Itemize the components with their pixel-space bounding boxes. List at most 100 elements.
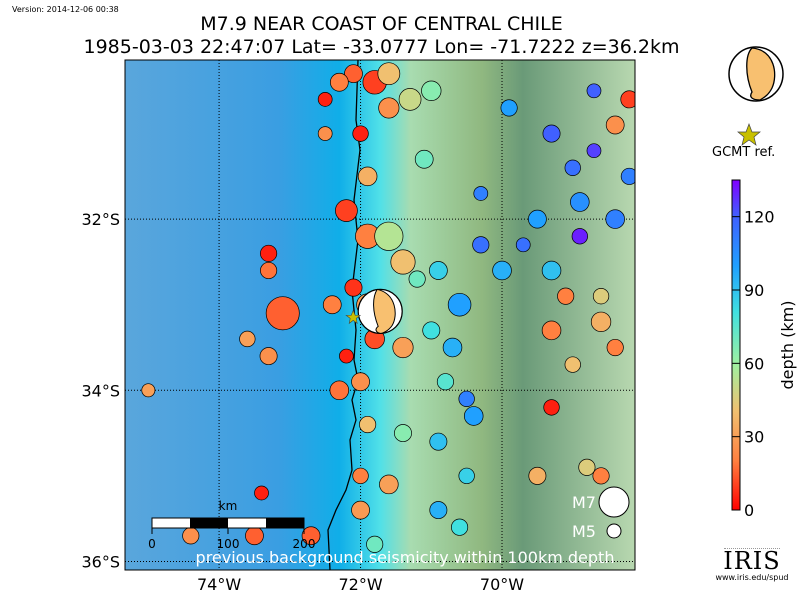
earthquake-marker[interactable] bbox=[394, 424, 412, 443]
earthquake-marker[interactable] bbox=[590, 311, 612, 332]
earthquake-marker[interactable] bbox=[592, 467, 610, 485]
earthquake-marker[interactable] bbox=[586, 143, 602, 159]
earthquake-marker[interactable] bbox=[541, 260, 562, 281]
earthquake-marker[interactable] bbox=[528, 209, 547, 229]
gcmt-star-icon bbox=[737, 123, 761, 146]
earthquake-marker[interactable] bbox=[605, 209, 625, 229]
earthquake-marker[interactable] bbox=[344, 64, 363, 84]
earthquake-marker[interactable] bbox=[329, 72, 349, 92]
earthquake-marker[interactable] bbox=[357, 166, 378, 187]
earthquake-marker[interactable] bbox=[571, 228, 588, 245]
earthquake-marker[interactable] bbox=[463, 406, 484, 426]
iris-logo[interactable]: IRIS www.iris.edu/spud bbox=[712, 540, 792, 582]
earthquake-marker[interactable] bbox=[458, 467, 475, 485]
earthquake-marker[interactable] bbox=[317, 126, 333, 141]
earthquake-marker[interactable] bbox=[606, 338, 624, 357]
earthquake-marker[interactable] bbox=[339, 348, 354, 364]
lat-tick-label: 36°S bbox=[81, 552, 120, 571]
earthquake-marker[interactable] bbox=[239, 330, 256, 348]
earthquake-marker[interactable] bbox=[379, 474, 399, 495]
earthquake-marker[interactable] bbox=[366, 535, 384, 553]
earthquake-marker[interactable] bbox=[429, 432, 448, 451]
beachball-compression bbox=[373, 288, 396, 334]
scale-unit: km bbox=[219, 499, 238, 513]
earthquake-marker[interactable] bbox=[578, 458, 596, 476]
earthquake-marker[interactable] bbox=[564, 159, 581, 176]
earthquake-marker[interactable] bbox=[351, 500, 370, 520]
lat-tick-label: 32°S bbox=[81, 210, 120, 229]
earthquake-marker[interactable] bbox=[429, 261, 448, 280]
earthquake-marker[interactable] bbox=[182, 527, 200, 545]
mainshock-beachball[interactable] bbox=[345, 288, 403, 334]
earthquake-marker[interactable] bbox=[447, 292, 472, 317]
earthquake-marker[interactable] bbox=[586, 83, 602, 99]
earthquake-marker[interactable] bbox=[541, 320, 562, 341]
earthquake-marker[interactable] bbox=[564, 356, 581, 373]
earthquake-marker[interactable] bbox=[398, 88, 422, 111]
earthquake-marker[interactable] bbox=[422, 321, 441, 340]
earthquake-marker[interactable] bbox=[352, 467, 369, 485]
gcmt-star-icon bbox=[345, 309, 362, 325]
earthquake-marker[interactable] bbox=[245, 526, 264, 546]
seismicity-layer bbox=[141, 62, 638, 553]
iris-url: www.iris.edu/spud bbox=[715, 573, 789, 582]
earthquake-marker[interactable] bbox=[429, 501, 448, 520]
earthquake-marker[interactable] bbox=[390, 249, 416, 275]
earthquake-marker[interactable] bbox=[472, 236, 490, 254]
earthquake-marker[interactable] bbox=[500, 99, 518, 117]
earthquake-marker[interactable] bbox=[543, 399, 560, 416]
earthquake-marker[interactable] bbox=[620, 167, 637, 185]
earthquake-marker[interactable] bbox=[436, 373, 454, 391]
colorbar-tick-label: 60 bbox=[744, 354, 764, 373]
earthquake-marker[interactable] bbox=[141, 383, 156, 398]
earthquake-marker[interactable] bbox=[414, 149, 434, 169]
earthquake-marker[interactable] bbox=[317, 92, 333, 107]
earthquake-marker[interactable] bbox=[329, 380, 350, 401]
earthquake-marker[interactable] bbox=[374, 221, 404, 251]
earthquake-marker[interactable] bbox=[442, 337, 463, 358]
earthquake-marker[interactable] bbox=[557, 287, 575, 305]
scale-bar: km 0 100 200 bbox=[148, 499, 315, 551]
legend-circle-m7 bbox=[598, 486, 630, 518]
earthquake-marker[interactable] bbox=[351, 372, 370, 392]
earthquake-marker[interactable] bbox=[352, 125, 369, 142]
colorbar-tick-label: 90 bbox=[744, 281, 764, 300]
earthquake-marker[interactable] bbox=[344, 278, 363, 297]
earthquake-marker[interactable] bbox=[408, 270, 426, 288]
earthquake-marker[interactable] bbox=[473, 186, 489, 201]
earthquake-marker[interactable] bbox=[335, 199, 358, 222]
earthquake-marker[interactable] bbox=[260, 261, 278, 280]
earthquake-marker[interactable] bbox=[359, 415, 377, 434]
earthquake-marker[interactable] bbox=[570, 192, 590, 212]
earthquake-marker[interactable] bbox=[458, 390, 475, 408]
earthquake-marker[interactable] bbox=[392, 336, 414, 359]
earthquake-marker[interactable] bbox=[322, 295, 342, 315]
colorbar-tick-label: 0 bbox=[744, 501, 754, 520]
earthquake-marker[interactable] bbox=[492, 260, 512, 281]
earthquake-marker[interactable] bbox=[301, 526, 321, 546]
earthquake-marker[interactable] bbox=[254, 485, 269, 501]
earthquake-marker[interactable] bbox=[265, 296, 300, 331]
earthquake-marker[interactable] bbox=[542, 124, 561, 143]
colorbar-label: depth (km) bbox=[778, 301, 797, 390]
earthquake-marker[interactable] bbox=[260, 244, 278, 262]
iris-logo-word: IRIS bbox=[723, 547, 781, 575]
earthquake-marker[interactable] bbox=[378, 97, 400, 119]
earthquake-marker[interactable] bbox=[620, 90, 638, 109]
title-line-2: 1985-03-03 22:47:07 Lat= -33.0777 Lon= -… bbox=[83, 36, 680, 58]
earthquake-marker[interactable] bbox=[528, 466, 547, 485]
earthquake-marker[interactable] bbox=[605, 115, 625, 135]
earthquake-marker[interactable] bbox=[377, 62, 401, 86]
earthquake-marker[interactable] bbox=[515, 237, 531, 253]
scale-label-0: 0 bbox=[148, 537, 156, 551]
scale-label-200: 200 bbox=[293, 537, 316, 551]
map-caption: previous background seismicity within 10… bbox=[196, 548, 615, 567]
lon-tick-label: 74°W bbox=[197, 575, 241, 594]
earthquake-marker[interactable] bbox=[592, 288, 610, 305]
map-axes: 74°W 72°W 70°W 32°S 34°S 36°S bbox=[81, 210, 524, 594]
earthquake-marker[interactable] bbox=[421, 80, 442, 101]
earthquake-marker[interactable] bbox=[259, 347, 278, 366]
earthquake-marker[interactable] bbox=[451, 518, 469, 536]
